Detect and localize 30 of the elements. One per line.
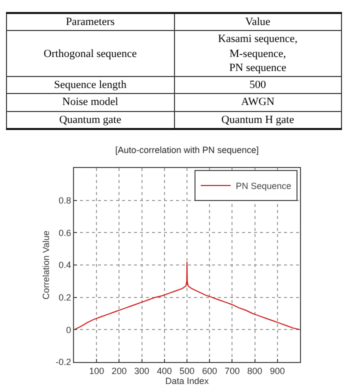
chart-title: [Auto-correlation with PN sequence]: [115, 144, 259, 155]
x-tick-label: 100: [89, 366, 104, 376]
text: Quantum H gate: [174, 111, 342, 130]
text: Sequence length: [6, 76, 174, 94]
text: Orthogonal sequence: [6, 30, 174, 77]
line-series: [74, 261, 300, 330]
x-axis-title: Data Index: [165, 376, 210, 386]
text: Kasami sequence, M-sequence, PN sequence: [174, 30, 342, 77]
y-tick-label: 0.8: [58, 195, 72, 206]
legend-label: PN Sequence: [236, 180, 292, 191]
text: AWGN: [174, 94, 342, 112]
y-axis-title: Correlation Value: [41, 230, 52, 300]
x-tick-label: 300: [134, 366, 150, 376]
x-tick-label: 800: [247, 366, 262, 376]
x-tick-label: 900: [270, 366, 285, 376]
x-tick-label: 200: [112, 366, 127, 376]
x-tick-label: 600: [202, 366, 218, 376]
y-tick-label: 0: [66, 324, 72, 335]
text: Quantum gate: [6, 111, 174, 130]
y-tick-label: 0.2: [58, 292, 72, 302]
x-tick-label: 700: [224, 366, 240, 376]
text: Noise model: [6, 94, 174, 112]
x-tick-label: 400: [156, 366, 172, 376]
text: Parameters: [6, 13, 174, 31]
x-tick-label: 500: [179, 366, 195, 376]
text: Value: [174, 13, 342, 31]
y-tick-label: 0.4: [58, 260, 72, 270]
y-tick-label: 0.6: [58, 228, 72, 238]
text: 500: [174, 76, 342, 94]
y-tick-label: -0.2: [56, 357, 72, 368]
